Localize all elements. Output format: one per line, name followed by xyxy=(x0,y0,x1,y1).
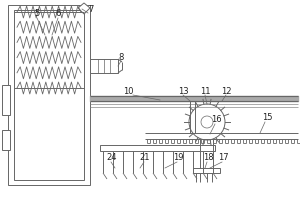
Polygon shape xyxy=(78,3,90,14)
Text: 18: 18 xyxy=(203,154,213,162)
Text: 17: 17 xyxy=(218,154,228,162)
Text: 7: 7 xyxy=(88,5,94,15)
Bar xyxy=(90,59,118,73)
Bar xyxy=(100,145,215,151)
Text: 21: 21 xyxy=(140,154,150,162)
Circle shape xyxy=(189,104,225,140)
Text: 24: 24 xyxy=(107,154,117,162)
Bar xyxy=(8,5,90,185)
Text: 13: 13 xyxy=(178,88,188,97)
Bar xyxy=(2,85,10,115)
Text: 11: 11 xyxy=(200,88,210,97)
Text: 5: 5 xyxy=(34,9,40,19)
Text: 19: 19 xyxy=(173,154,183,162)
Text: 16: 16 xyxy=(211,116,221,124)
Text: 8: 8 xyxy=(118,52,124,62)
Text: 12: 12 xyxy=(221,88,231,97)
Bar xyxy=(193,168,220,173)
Text: 10: 10 xyxy=(123,88,133,97)
Bar xyxy=(2,130,10,150)
Text: 15: 15 xyxy=(262,114,272,122)
Text: 6: 6 xyxy=(55,9,61,19)
Bar xyxy=(14,10,84,180)
Circle shape xyxy=(201,116,213,128)
